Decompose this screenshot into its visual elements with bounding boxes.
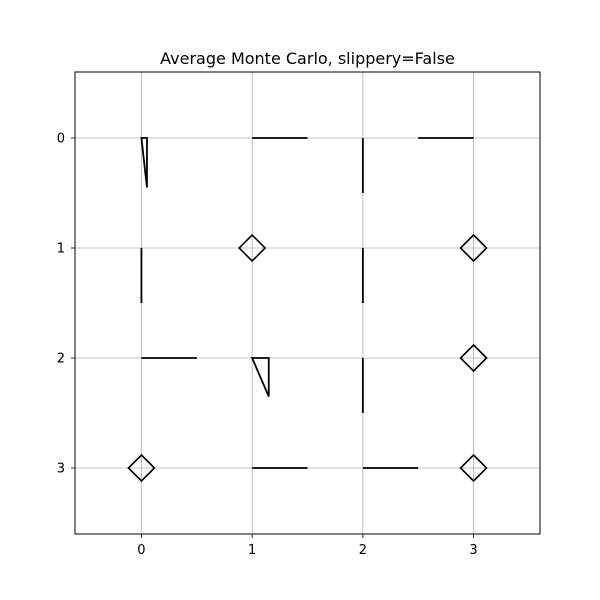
terminal-state-marker xyxy=(459,453,488,483)
plot-frame xyxy=(74,71,541,535)
y-tick-label: 3 xyxy=(57,462,65,477)
chart-title: Average Monte Carlo, slippery=False xyxy=(160,49,455,68)
x-tick-label: 0 xyxy=(137,543,145,558)
y-tick-label: 2 xyxy=(57,352,65,367)
terminal-state-marker xyxy=(459,343,488,373)
policy-arrow xyxy=(250,357,270,397)
chart-marks xyxy=(127,137,488,483)
terminal-state-marker xyxy=(127,453,156,483)
policy-arrow xyxy=(140,137,148,188)
terminal-state-marker xyxy=(238,233,267,263)
axis-ticks: 0 1 2 3 0 1 2 3 xyxy=(57,132,478,559)
x-tick-label: 2 xyxy=(359,543,367,558)
terminal-state-marker xyxy=(459,233,488,263)
y-tick-label: 1 xyxy=(57,242,65,257)
x-tick-label: 3 xyxy=(469,543,477,558)
x-tick-label: 1 xyxy=(248,543,256,558)
y-tick-label: 0 xyxy=(57,132,65,147)
